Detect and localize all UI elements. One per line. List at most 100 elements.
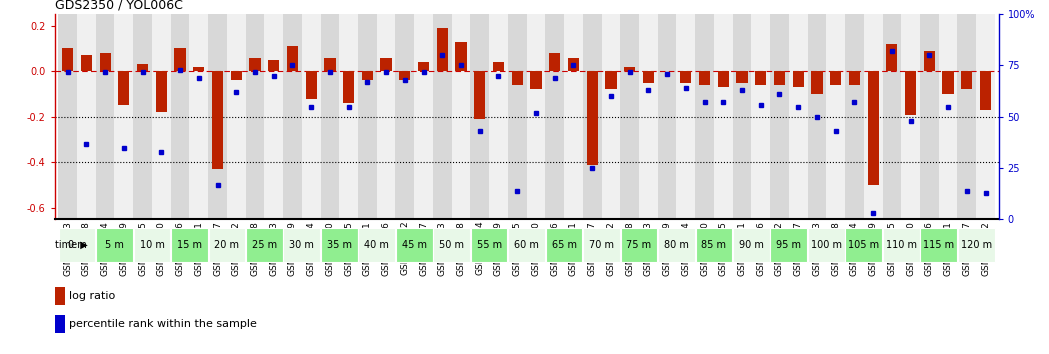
- Text: 110 m: 110 m: [885, 240, 917, 250]
- Bar: [695, 14, 714, 219]
- Bar: [81, 55, 92, 71]
- Bar: [362, 71, 373, 80]
- Text: time ▶: time ▶: [55, 240, 88, 250]
- Bar: [436, 28, 448, 71]
- Bar: [231, 71, 242, 80]
- Bar: [489, 14, 508, 219]
- Bar: [283, 14, 302, 219]
- Text: 90 m: 90 m: [738, 240, 764, 250]
- Text: 45 m: 45 m: [402, 240, 427, 250]
- Bar: [286, 46, 298, 71]
- Bar: [339, 14, 358, 219]
- Bar: [250, 57, 260, 71]
- Bar: [59, 14, 77, 219]
- FancyBboxPatch shape: [845, 228, 882, 262]
- Text: 120 m: 120 m: [961, 240, 991, 250]
- FancyBboxPatch shape: [209, 228, 245, 262]
- FancyBboxPatch shape: [471, 228, 508, 262]
- Text: 60 m: 60 m: [514, 240, 539, 250]
- Bar: [639, 14, 658, 219]
- Text: 70 m: 70 m: [590, 240, 614, 250]
- Bar: [302, 14, 321, 219]
- Bar: [751, 14, 770, 219]
- FancyBboxPatch shape: [621, 228, 658, 262]
- Bar: [493, 62, 505, 71]
- Bar: [531, 71, 541, 90]
- Text: 85 m: 85 m: [702, 240, 726, 250]
- Bar: [133, 14, 152, 219]
- Text: 75 m: 75 m: [626, 240, 651, 250]
- Text: 35 m: 35 m: [327, 240, 351, 250]
- Bar: [208, 14, 227, 219]
- Bar: [845, 14, 863, 219]
- Bar: [377, 14, 395, 219]
- FancyBboxPatch shape: [283, 228, 320, 262]
- Text: 80 m: 80 m: [664, 240, 689, 250]
- Text: 10 m: 10 m: [140, 240, 165, 250]
- Bar: [174, 48, 186, 71]
- Bar: [455, 41, 467, 71]
- Bar: [137, 64, 148, 71]
- Bar: [193, 67, 205, 71]
- Bar: [381, 57, 391, 71]
- Bar: [155, 71, 167, 112]
- Text: log ratio: log ratio: [69, 291, 115, 301]
- FancyBboxPatch shape: [133, 228, 170, 262]
- Bar: [586, 71, 598, 165]
- Bar: [212, 71, 223, 169]
- Bar: [977, 14, 994, 219]
- Bar: [980, 71, 991, 110]
- Text: 15 m: 15 m: [177, 240, 201, 250]
- FancyBboxPatch shape: [920, 228, 957, 262]
- FancyBboxPatch shape: [59, 228, 95, 262]
- FancyBboxPatch shape: [958, 228, 994, 262]
- Bar: [770, 14, 789, 219]
- Bar: [55, 287, 65, 305]
- Bar: [55, 315, 65, 333]
- Bar: [958, 14, 977, 219]
- Bar: [62, 48, 73, 71]
- Bar: [808, 14, 827, 219]
- FancyBboxPatch shape: [695, 228, 732, 262]
- Bar: [343, 71, 355, 103]
- Text: 55 m: 55 m: [476, 240, 501, 250]
- Bar: [849, 71, 860, 85]
- FancyBboxPatch shape: [171, 228, 208, 262]
- FancyBboxPatch shape: [395, 228, 432, 262]
- Text: 20 m: 20 m: [214, 240, 239, 250]
- Bar: [961, 71, 972, 90]
- Bar: [830, 71, 841, 85]
- Bar: [714, 14, 732, 219]
- FancyBboxPatch shape: [583, 228, 620, 262]
- Bar: [264, 14, 283, 219]
- Bar: [868, 71, 879, 185]
- Bar: [583, 14, 601, 219]
- Bar: [418, 62, 429, 71]
- Text: 65 m: 65 m: [552, 240, 577, 250]
- FancyBboxPatch shape: [808, 228, 844, 262]
- Text: 105 m: 105 m: [849, 240, 879, 250]
- Bar: [414, 14, 433, 219]
- Bar: [658, 14, 677, 219]
- Bar: [527, 14, 545, 219]
- FancyBboxPatch shape: [733, 228, 770, 262]
- Bar: [905, 71, 916, 115]
- Bar: [227, 14, 245, 219]
- Text: 95 m: 95 m: [776, 240, 801, 250]
- Bar: [920, 14, 939, 219]
- Bar: [474, 71, 486, 119]
- Bar: [863, 14, 882, 219]
- Bar: [508, 14, 527, 219]
- Text: 25 m: 25 m: [252, 240, 277, 250]
- Bar: [774, 71, 785, 85]
- Bar: [321, 14, 339, 219]
- Text: 50 m: 50 m: [440, 240, 464, 250]
- Text: GDS2350 / YOL006C: GDS2350 / YOL006C: [55, 0, 183, 12]
- FancyBboxPatch shape: [658, 228, 694, 262]
- Bar: [512, 71, 522, 85]
- Bar: [470, 14, 489, 219]
- Bar: [324, 57, 336, 71]
- Bar: [643, 71, 654, 82]
- Bar: [718, 71, 729, 87]
- Bar: [886, 44, 898, 71]
